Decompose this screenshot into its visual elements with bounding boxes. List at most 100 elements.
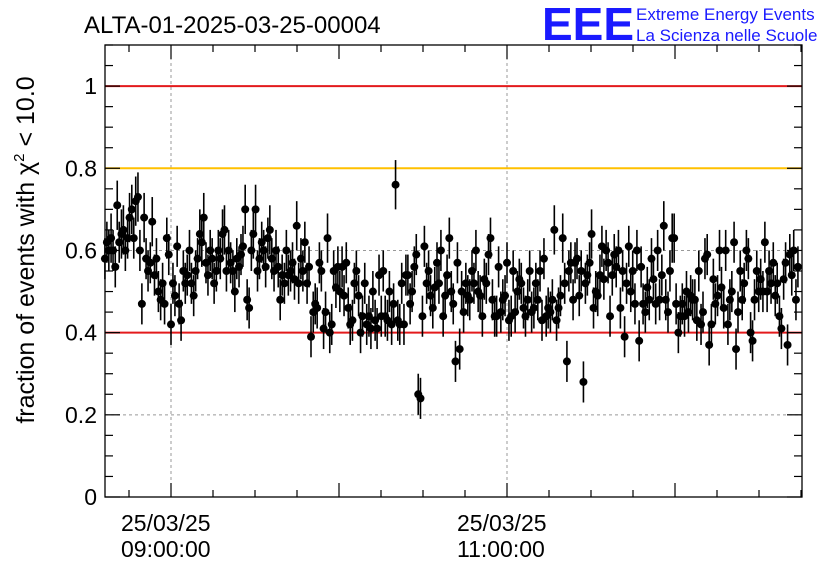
data-point <box>259 246 268 255</box>
data-point <box>327 320 336 329</box>
data-point <box>525 267 534 275</box>
data-point <box>740 279 749 288</box>
data-point <box>177 316 186 325</box>
data-point <box>575 291 584 300</box>
data-point <box>622 279 631 288</box>
data-point <box>164 250 173 259</box>
data-point <box>399 320 408 329</box>
eee-logo-line2: La Scienza nelle Scuole <box>636 26 817 45</box>
data-point <box>721 246 730 255</box>
data-point <box>604 258 613 267</box>
data-point <box>793 262 802 271</box>
data-point <box>736 267 745 275</box>
data-point <box>307 332 315 341</box>
data-point <box>531 279 540 288</box>
y-axis-label-superscript: 2 <box>11 153 28 161</box>
data-point <box>340 291 349 300</box>
data-point <box>738 295 747 304</box>
data-point <box>150 271 159 280</box>
data-point <box>406 299 415 308</box>
data-point <box>168 279 177 288</box>
data-point <box>167 320 175 329</box>
data-point <box>203 271 212 280</box>
data-point <box>303 279 312 288</box>
data-point <box>447 287 456 296</box>
data-point <box>321 308 330 317</box>
data-point <box>238 242 247 251</box>
data-point <box>769 258 778 267</box>
data-point <box>616 303 625 312</box>
data-point <box>548 295 557 304</box>
data-point <box>317 267 326 275</box>
x-tick-label-date: 25/03/25 <box>457 510 547 536</box>
data-point <box>482 279 491 288</box>
data-point <box>760 238 769 247</box>
data-point <box>752 267 761 275</box>
data-point <box>602 246 611 255</box>
data-point <box>748 336 757 345</box>
data-point <box>775 312 784 321</box>
data-point <box>552 316 561 325</box>
data-point <box>185 246 194 255</box>
data-point <box>690 295 699 304</box>
data-point <box>148 217 157 226</box>
eee-logo: EEE Extreme Energy Events La Scienza nel… <box>542 0 817 50</box>
data-point <box>536 267 545 275</box>
data-point <box>133 193 142 202</box>
data-point <box>344 303 353 312</box>
data-point <box>672 299 681 308</box>
y-tick-label: 1 <box>84 73 97 99</box>
data-point <box>659 221 668 230</box>
data-point <box>408 287 417 296</box>
data-point <box>468 267 476 275</box>
data-point <box>296 254 305 263</box>
data-point <box>787 271 796 280</box>
data-point <box>577 267 586 275</box>
data-point <box>471 246 480 255</box>
data-point <box>354 291 363 300</box>
data-point <box>791 295 800 304</box>
data-point <box>573 254 581 263</box>
data-point <box>513 287 522 296</box>
data-point <box>358 312 367 321</box>
data-point <box>214 246 223 255</box>
chart-title: ALTA-01-2025-03-25-00004 <box>84 12 381 39</box>
data-point <box>765 267 774 275</box>
data-point <box>496 308 505 317</box>
data-point <box>389 299 398 308</box>
data-point <box>245 303 254 312</box>
data-point <box>484 250 493 259</box>
data-point <box>637 262 646 271</box>
data-point <box>397 279 406 288</box>
data-point <box>137 299 146 308</box>
data-point <box>160 299 169 308</box>
data-point <box>433 258 441 267</box>
data-point <box>403 271 412 280</box>
data-point <box>562 357 571 366</box>
data-point <box>635 336 644 345</box>
data-point <box>697 320 706 329</box>
data-point <box>517 279 526 288</box>
data-point <box>107 234 116 243</box>
data-point <box>459 308 468 317</box>
data-point <box>373 324 382 333</box>
data-point <box>558 234 567 243</box>
data-point <box>750 295 759 304</box>
data-point <box>713 291 722 300</box>
data-point <box>630 299 639 308</box>
data-point <box>224 246 233 255</box>
data-point <box>162 234 171 243</box>
data-point <box>628 267 637 275</box>
data-point <box>529 303 538 312</box>
data-point <box>653 246 662 255</box>
data-point <box>486 234 495 243</box>
data-point <box>606 312 615 321</box>
data-point <box>624 242 633 251</box>
data-point <box>655 295 664 304</box>
data-point <box>465 295 474 304</box>
data-point <box>412 250 421 259</box>
data-point <box>614 246 623 255</box>
data-point <box>641 308 650 317</box>
data-point <box>501 291 510 300</box>
data-point <box>368 287 377 296</box>
